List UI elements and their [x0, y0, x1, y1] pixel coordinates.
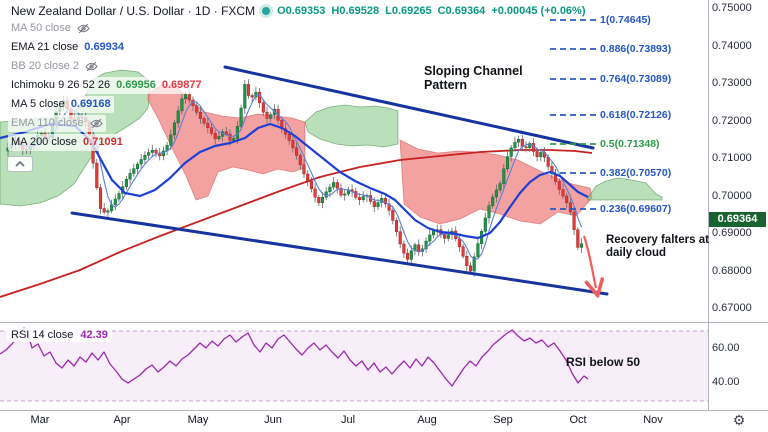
fib-dashed-line [550, 47, 596, 50]
fib-level-0.382[interactable]: 0.382(0.70570) [550, 167, 671, 179]
down-arrow-drawing[interactable] [582, 235, 596, 288]
eye-hidden-icon[interactable] [77, 23, 90, 34]
indicator-row-ema-21-close[interactable]: EMA 21 close 0.69934 [8, 39, 128, 56]
month-label-may[interactable]: May [187, 414, 209, 426]
fib-level-0.5[interactable]: 0.5(0.71348) [550, 138, 660, 150]
indicator-label: EMA 110 close [11, 117, 84, 129]
fib-dashed-line [550, 77, 596, 80]
fib-level-0.236[interactable]: 0.236(0.69607) [550, 203, 671, 215]
chevron-up-icon [15, 161, 25, 167]
fib-label: 0.886(0.73893) [600, 42, 672, 55]
ema21-line[interactable] [0, 122, 589, 240]
price-tick: 0.68000 [712, 264, 752, 277]
cloud-green [587, 177, 663, 201]
ohlc-low: L0.69265 [385, 5, 432, 17]
rsi-tick: 60.00 [712, 342, 740, 354]
indicator-label: MA 50 close [11, 22, 71, 34]
chart-header: New Zealand Dollar / U.S. Dollar · 1D · … [8, 4, 589, 18]
price-axis-divider[interactable] [708, 0, 709, 410]
price-tick: 0.73000 [712, 77, 752, 89]
indicator-label: Ichimoku 9 26 52 26 [11, 79, 111, 91]
indicator-value: 0.69877 [161, 79, 202, 91]
fib-label: 0.764(0.73089) [600, 72, 672, 85]
annotation-sloping-channel[interactable]: Sloping Channel Pattern [424, 64, 523, 92]
price-tick: 0.69000 [712, 227, 752, 239]
indicator-row-ma-200-close[interactable]: MA 200 close 0.71091 [8, 134, 126, 151]
channel-upper-line[interactable] [223, 65, 595, 150]
indicator-row-ichimoku-9-26-52-26[interactable]: Ichimoku 9 26 52 26 0.69956 0.69877 [8, 77, 205, 94]
ohlc-open: O0.69353 [277, 5, 326, 17]
indicator-label: MA 5 close [11, 98, 65, 110]
last-price-badge: 0.69364 [709, 212, 766, 227]
symbol-title[interactable]: New Zealand Dollar / U.S. Dollar · 1D · … [11, 4, 256, 18]
fib-label: 1(0.74645) [600, 14, 651, 27]
month-label-aug[interactable]: Aug [417, 414, 437, 426]
ohlc-values: O0.69353 H0.69528 L0.69265 C0.69364 +0.0… [277, 5, 585, 17]
indicator-label: MA 200 close [11, 136, 78, 148]
month-label-jun[interactable]: Jun [264, 414, 282, 426]
month-label-sep[interactable]: Sep [493, 414, 513, 426]
month-label-apr[interactable]: Apr [113, 414, 131, 426]
price-tick: 0.75000 [712, 2, 752, 14]
gear-icon[interactable]: ⚙ [732, 411, 746, 428]
ma5-line[interactable] [7, 93, 583, 260]
rsi-line[interactable] [0, 327, 589, 387]
eye-hidden-icon[interactable] [85, 61, 98, 72]
rsi-legend[interactable]: RSI 14 close 42.39 [7, 328, 112, 342]
rsi-value: 42.39 [80, 329, 108, 341]
month-label-nov[interactable]: Nov [643, 414, 663, 426]
indicator-row-ma-5-close[interactable]: MA 5 close 0.69168 [8, 96, 114, 113]
month-label-oct[interactable]: Oct [569, 414, 587, 426]
market-status-icon [262, 7, 271, 15]
fib-label: 0.382(0.70570) [600, 167, 672, 180]
fib-dashed-line [550, 172, 596, 175]
price-tick: 0.70000 [712, 189, 752, 202]
cloud-red [147, 83, 306, 201]
channel-lower-line[interactable] [70, 211, 609, 296]
indicator-value: 0.69934 [84, 41, 125, 53]
eye-hidden-icon[interactable] [89, 118, 103, 129]
indicator-row-ma-50-close[interactable]: MA 50 close [8, 20, 93, 37]
fib-dashed-line [550, 113, 596, 116]
indicator-value: 0.69956 [116, 79, 156, 91]
fib-dashed-line [550, 19, 596, 22]
price-tick: 0.72000 [712, 114, 752, 127]
ohlc-high: H0.69528 [331, 5, 380, 17]
fib-level-1[interactable]: 1(0.74645) [550, 14, 651, 26]
pane-divider[interactable] [0, 322, 768, 323]
ohlc-change: +0.00045 (+0.06%) [491, 5, 586, 17]
indicator-value: 0.69168 [70, 98, 111, 110]
indicator-label: BB 20 close 2 [11, 60, 79, 72]
indicator-value: 0.71091 [83, 136, 123, 148]
month-label-jul[interactable]: Jul [340, 414, 356, 426]
annotation-rsi-below-50[interactable]: RSI below 50 [566, 355, 641, 369]
month-label-mar[interactable]: Mar [30, 414, 50, 426]
rsi-band [0, 331, 708, 401]
price-tick: 0.74000 [712, 39, 752, 52]
fib-level-0.764[interactable]: 0.764(0.73089) [550, 73, 671, 85]
fib-label: 0.5(0.71348) [600, 137, 660, 150]
indicator-row-ema-110-close[interactable]: EMA 110 close [8, 115, 106, 132]
ohlc-close: C0.69364 [437, 5, 486, 17]
indicator-label: EMA 21 close [11, 41, 79, 53]
rsi-legend-label: RSI 14 close [11, 329, 74, 341]
fib-dashed-line [550, 208, 596, 211]
indicator-row-bb-20-close-2[interactable]: BB 20 close 2 [8, 58, 101, 75]
fib-label: 0.618(0.72126) [600, 108, 672, 121]
cloud-green [304, 104, 399, 148]
price-tick: 0.67000 [712, 302, 752, 314]
fib-dashed-line [550, 142, 596, 145]
price-tick: 0.71000 [712, 152, 752, 164]
time-axis[interactable]: Mar Apr May Jun Jul Aug Sep Oct Nov [0, 411, 768, 432]
fib-level-0.618[interactable]: 0.618(0.72126) [550, 109, 671, 121]
fib-label: 0.236(0.69607) [600, 203, 672, 216]
rsi-tick: 40.00 [712, 376, 740, 388]
fib-level-0.886[interactable]: 0.886(0.73893) [550, 43, 671, 55]
time-axis-divider [0, 410, 768, 411]
collapse-indicators-button[interactable] [7, 156, 33, 172]
annotation-recovery-falters[interactable]: Recovery falters at daily cloud [606, 234, 709, 259]
